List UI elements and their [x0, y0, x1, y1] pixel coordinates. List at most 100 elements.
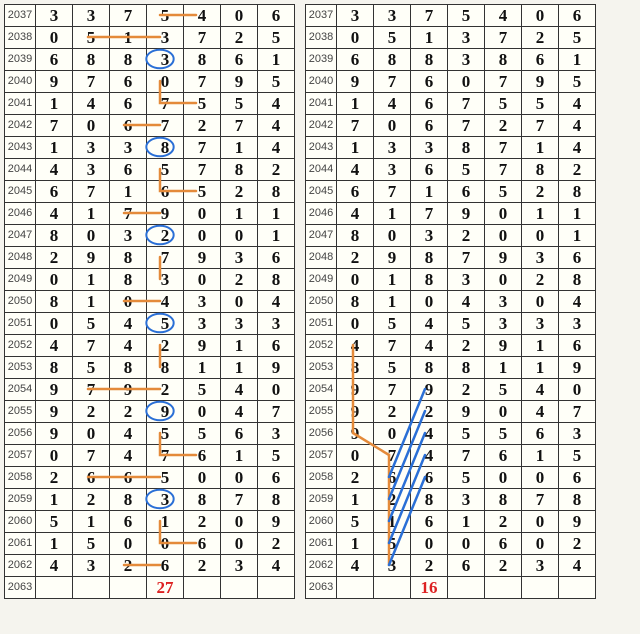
data-cell: 4: [411, 445, 448, 467]
data-cell: 1: [374, 269, 411, 291]
data-cell: 0: [522, 533, 559, 555]
data-cell: 7: [73, 71, 110, 93]
data-cell: 3: [374, 159, 411, 181]
data-cell: 7: [485, 27, 522, 49]
data-cell: 4: [337, 555, 374, 577]
data-cell: 3: [485, 313, 522, 335]
data-cell: 9: [36, 379, 73, 401]
data-cell: 1: [36, 489, 73, 511]
data-cell: 8: [36, 291, 73, 313]
data-cell: 3: [411, 137, 448, 159]
data-cell: 1: [110, 27, 147, 49]
data-cell: 7: [411, 203, 448, 225]
data-cell: 3: [110, 137, 147, 159]
data-cell: 2: [184, 555, 221, 577]
data-cell: 7: [73, 181, 110, 203]
data-cell: 4: [221, 379, 258, 401]
data-cell: 8: [485, 489, 522, 511]
row-index: 2043: [306, 137, 337, 159]
data-cell: [559, 577, 596, 599]
data-cell: 5: [73, 357, 110, 379]
data-cell: 3: [522, 313, 559, 335]
data-cell: 9: [337, 379, 374, 401]
row-index: 2051: [306, 313, 337, 335]
data-cell: 8: [337, 225, 374, 247]
row-index: 2055: [306, 401, 337, 423]
data-cell: 2: [448, 379, 485, 401]
data-cell: 4: [337, 159, 374, 181]
data-cell: 5: [147, 313, 184, 335]
row-index: 2058: [306, 467, 337, 489]
data-cell: 7: [374, 71, 411, 93]
data-cell: 7: [448, 115, 485, 137]
data-cell: 3: [258, 313, 295, 335]
data-cell: 3: [147, 269, 184, 291]
data-cell: 3: [448, 27, 485, 49]
data-cell: 0: [522, 225, 559, 247]
data-cell: 0: [485, 467, 522, 489]
data-cell: 6: [448, 181, 485, 203]
data-cell: 1: [221, 357, 258, 379]
data-cell: 0: [36, 445, 73, 467]
data-cell: 7: [258, 401, 295, 423]
data-cell: 4: [337, 203, 374, 225]
data-cell: 7: [485, 159, 522, 181]
data-cell: [258, 577, 295, 599]
data-cell: 0: [147, 71, 184, 93]
data-cell: 4: [258, 137, 295, 159]
data-cell: 1: [36, 93, 73, 115]
data-cell: 3: [73, 5, 110, 27]
data-cell: 5: [36, 511, 73, 533]
data-cell: 6: [110, 511, 147, 533]
data-cell: 0: [147, 533, 184, 555]
data-cell: 2: [73, 401, 110, 423]
data-cell: 6: [221, 423, 258, 445]
data-cell: 1: [337, 93, 374, 115]
data-cell: 6: [522, 49, 559, 71]
data-cell: 1: [110, 181, 147, 203]
data-cell: 0: [73, 225, 110, 247]
row-index: 2057: [306, 445, 337, 467]
data-cell: 1: [337, 137, 374, 159]
data-cell: 8: [485, 49, 522, 71]
data-cell: 5: [374, 357, 411, 379]
data-cell: 1: [258, 225, 295, 247]
data-cell: 6: [36, 49, 73, 71]
data-cell: 3: [559, 423, 596, 445]
data-cell: 5: [258, 71, 295, 93]
data-cell: 0: [411, 533, 448, 555]
row-index: 2056: [5, 423, 36, 445]
data-cell: 0: [337, 445, 374, 467]
data-cell: 4: [411, 313, 448, 335]
data-cell: 0: [184, 467, 221, 489]
data-cell: 2: [411, 555, 448, 577]
data-cell: 4: [559, 93, 596, 115]
row-index: 2046: [306, 203, 337, 225]
data-cell: 0: [485, 401, 522, 423]
data-cell: 2: [184, 115, 221, 137]
data-cell: 5: [448, 467, 485, 489]
row-index: 2060: [306, 511, 337, 533]
data-cell: 0: [374, 225, 411, 247]
data-cell: 9: [36, 423, 73, 445]
data-cell: 4: [258, 115, 295, 137]
data-cell: 0: [337, 27, 374, 49]
data-cell: 0: [221, 291, 258, 313]
data-cell: 6: [147, 181, 184, 203]
data-cell: 4: [258, 555, 295, 577]
data-cell: 3: [36, 5, 73, 27]
right-table: 2037337540620380513725203968838612040976…: [305, 4, 596, 599]
row-index: 2053: [5, 357, 36, 379]
row-index: 2042: [5, 115, 36, 137]
data-cell: 9: [559, 357, 596, 379]
left-table-wrap: 2037337540620380513725203968838612040976…: [4, 4, 295, 599]
data-cell: 1: [522, 445, 559, 467]
data-cell: 3: [110, 225, 147, 247]
data-cell: 2: [522, 269, 559, 291]
data-cell: 7: [374, 445, 411, 467]
data-cell: 4: [258, 93, 295, 115]
data-cell: 2: [485, 511, 522, 533]
data-cell: 7: [147, 115, 184, 137]
data-cell: 4: [448, 291, 485, 313]
data-cell: 1: [374, 291, 411, 313]
